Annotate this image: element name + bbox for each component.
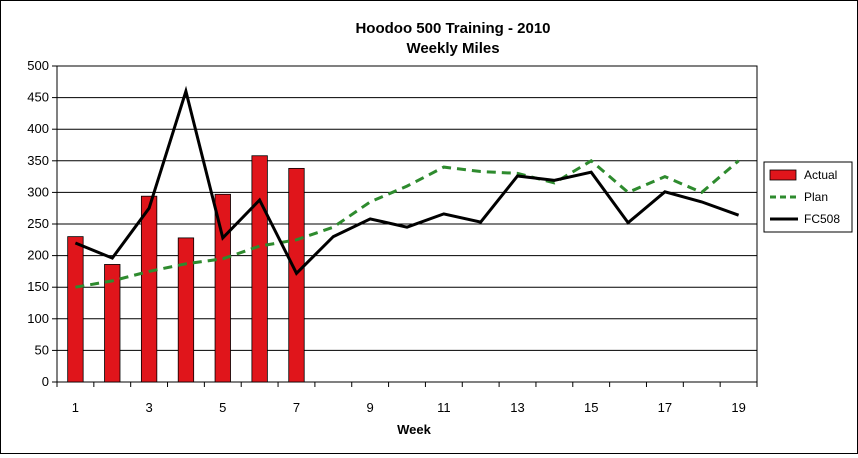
bar	[214, 193, 231, 383]
x-tick-label: 15	[584, 400, 598, 415]
y-tick-label: 150	[27, 279, 49, 294]
x-tick-label: 13	[510, 400, 524, 415]
line-series	[74, 85, 740, 289]
bar-series	[67, 155, 305, 383]
y-tick-label: 300	[27, 184, 49, 199]
x-axis-label: Week	[397, 422, 431, 437]
y-tick-label: 250	[27, 216, 49, 231]
y-tick-label: 450	[27, 90, 49, 105]
y-tick-label: 200	[27, 248, 49, 263]
y-tick-label: 0	[42, 374, 49, 389]
x-tick-label: 5	[219, 400, 226, 415]
bar	[104, 264, 121, 383]
chart-subtitle: Weekly Miles	[406, 40, 499, 57]
x-tick-label: 19	[731, 400, 745, 415]
x-tick-label: 1	[72, 400, 79, 415]
y-tick-label: 50	[35, 342, 49, 357]
x-tick-label: 9	[367, 400, 374, 415]
bar	[67, 236, 84, 383]
bar	[177, 237, 195, 383]
y-axis-ticks: 0 50 100 150 200 250 300 350 400 450 500	[27, 58, 57, 389]
legend-label-plan: Plan	[804, 190, 828, 204]
bar	[251, 155, 268, 383]
legend-swatch-actual	[769, 169, 797, 181]
bar	[140, 195, 158, 383]
x-axis-ticks: 1 3 5 7 9 11 13 15 17 19	[56, 382, 758, 415]
x-tick-label: 11	[437, 400, 451, 415]
x-tick-label: 3	[145, 400, 152, 415]
legend: Actual Plan FC508	[763, 161, 853, 233]
x-tick-label: 7	[293, 400, 300, 415]
legend-label-fc508: FC508	[804, 212, 840, 226]
series-line-fc508	[74, 85, 740, 276]
y-tick-label: 400	[27, 121, 49, 136]
x-tick-label: 17	[658, 400, 672, 415]
y-tick-label: 500	[27, 58, 49, 73]
gridlines	[57, 97, 757, 351]
legend-label-actual: Actual	[804, 168, 837, 182]
y-tick-label: 350	[27, 153, 49, 168]
series-line-plan	[75, 158, 740, 289]
y-tick-label: 100	[27, 311, 49, 326]
chart-title: Hoodoo 500 Training - 2010	[355, 20, 550, 37]
